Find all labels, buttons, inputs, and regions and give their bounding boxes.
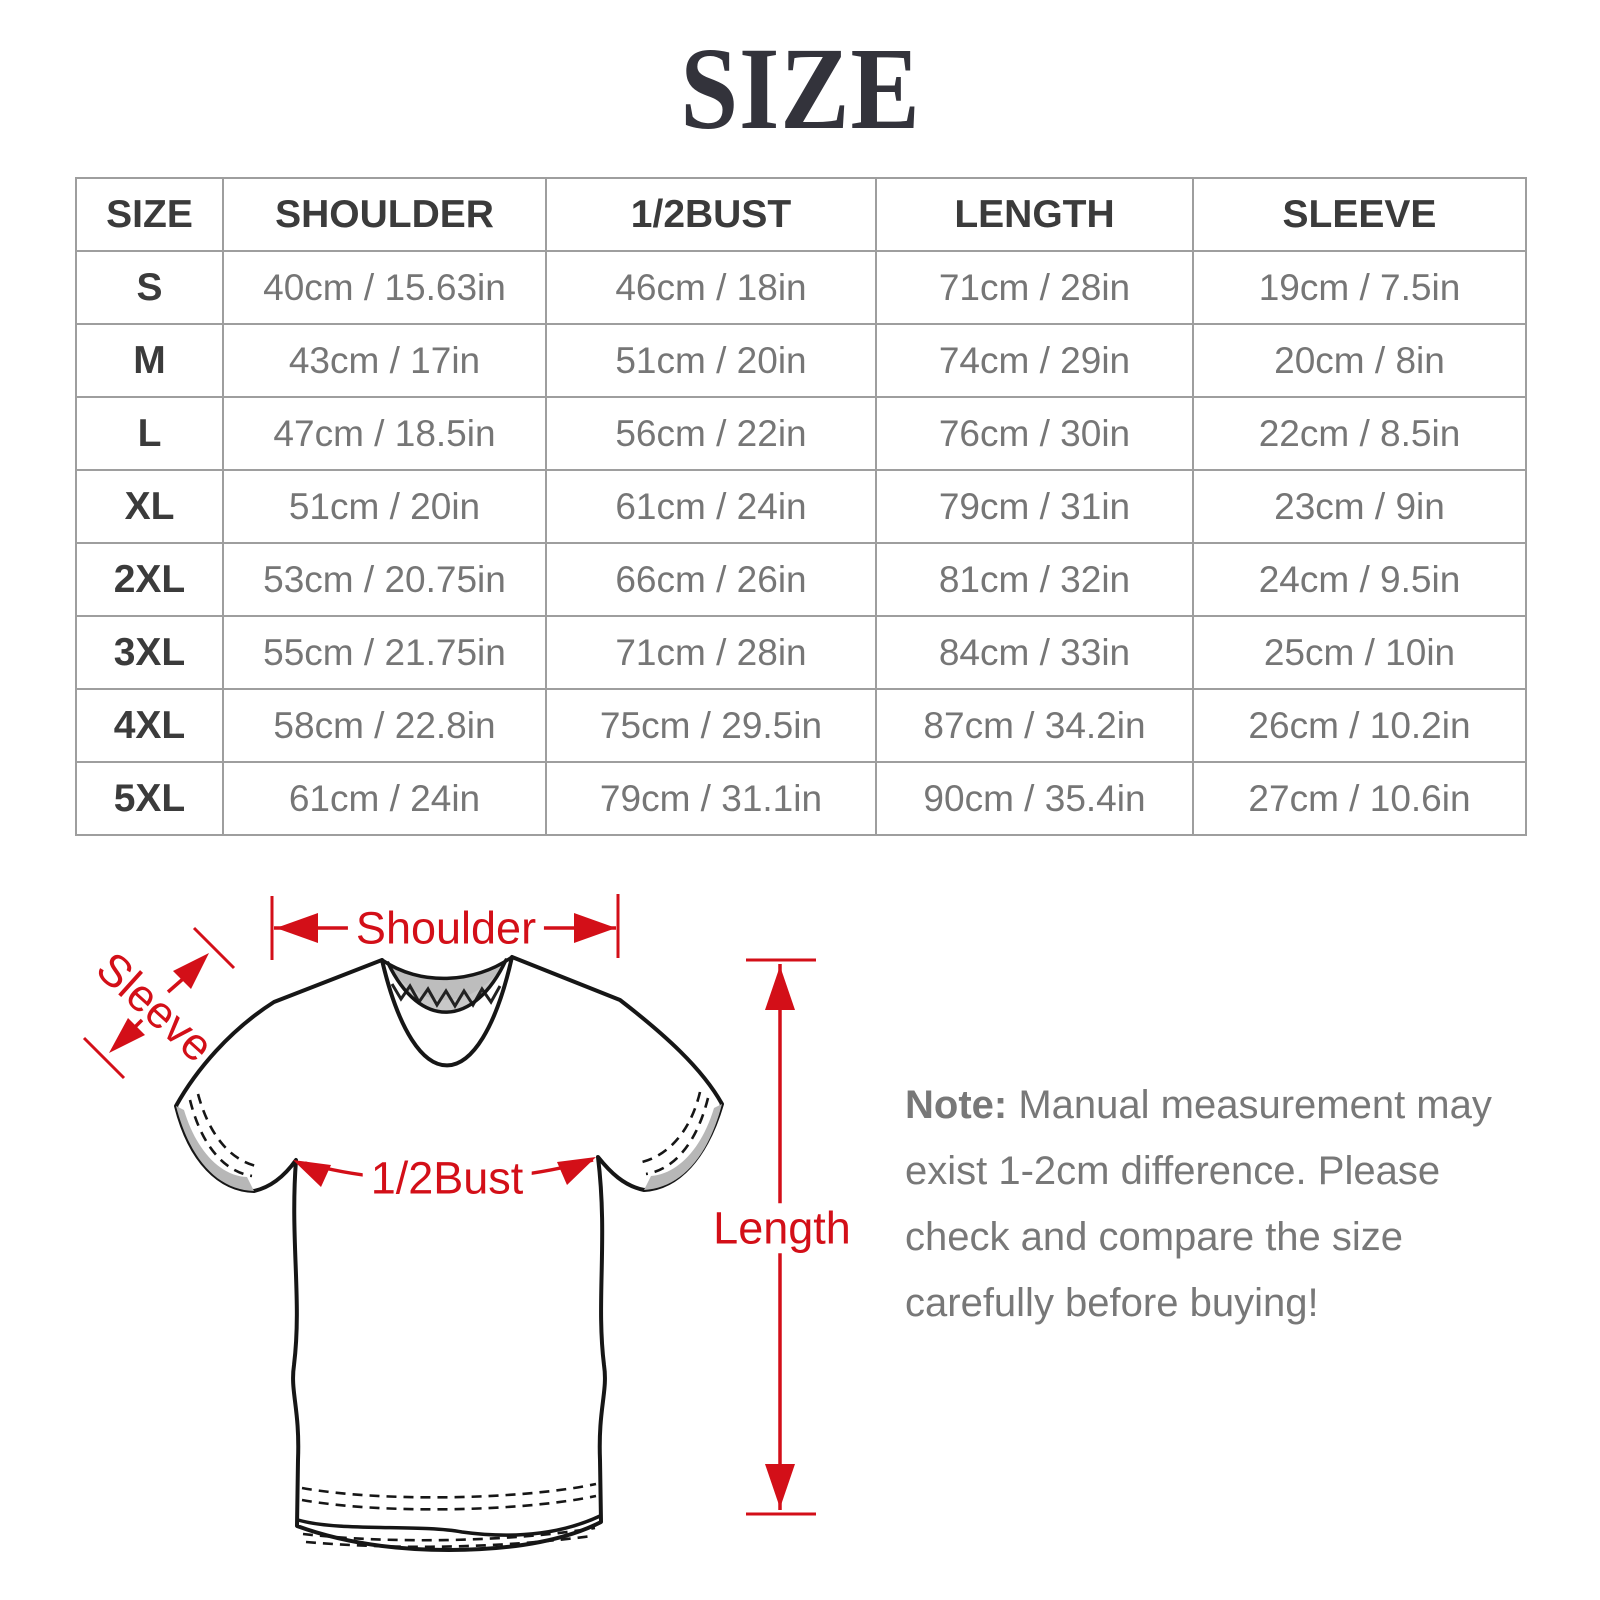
- column-header-shoulder: SHOULDER: [222, 177, 547, 252]
- measurement-cell: 40cm / 15.63in: [222, 250, 547, 325]
- tshirt-outline: [174, 955, 724, 1552]
- size-label: 4XL: [75, 688, 224, 763]
- note-text: Note: Manual measurement may exist 1-2cm…: [905, 1072, 1492, 1336]
- bust-dimension-label: 1/2Bust: [362, 1153, 532, 1203]
- table-row: 3XL 55cm / 21.75in 71cm / 28in 84cm / 33…: [75, 615, 1527, 690]
- column-header-size: SIZE: [75, 177, 224, 252]
- measurement-cell: 81cm / 32in: [875, 542, 1194, 617]
- measurement-cell: 76cm / 30in: [875, 396, 1194, 471]
- note-line: carefully before buying!: [905, 1281, 1319, 1325]
- hem-stitching: [296, 1482, 602, 1549]
- note-line: exist 1-2cm difference. Please: [905, 1149, 1441, 1193]
- measurement-cell: 74cm / 29in: [875, 323, 1194, 398]
- table-row: S 40cm / 15.63in 46cm / 18in 71cm / 28in…: [75, 250, 1527, 325]
- column-header-length: LENGTH: [875, 177, 1194, 252]
- table-row: 4XL 58cm / 22.8in 75cm / 29.5in 87cm / 3…: [75, 688, 1527, 763]
- size-label: S: [75, 250, 224, 325]
- measurement-cell: 43cm / 17in: [222, 323, 547, 398]
- note-line: check and compare the size: [905, 1215, 1404, 1259]
- measurement-cell: 47cm / 18.5in: [222, 396, 547, 471]
- measurement-cell: 61cm / 24in: [545, 469, 877, 544]
- table-row: L 47cm / 18.5in 56cm / 22in 76cm / 30in …: [75, 396, 1527, 471]
- measurement-cell: 75cm / 29.5in: [545, 688, 877, 763]
- measurement-cell: 55cm / 21.75in: [222, 615, 547, 690]
- shoulder-dimension-label: Shoulder: [347, 903, 545, 953]
- measurement-cell: 20cm / 8in: [1192, 323, 1527, 398]
- measurement-cell: 46cm / 18in: [545, 250, 877, 325]
- measurement-cell: 53cm / 20.75in: [222, 542, 547, 617]
- page-header: SIZE: [0, 30, 1600, 148]
- sleeve-cuffs: [176, 1091, 722, 1191]
- measurement-cell: 19cm / 7.5in: [1192, 250, 1527, 325]
- measurement-cell: 23cm / 9in: [1192, 469, 1527, 544]
- measurement-cell: 24cm / 9.5in: [1192, 542, 1527, 617]
- tshirt-illustration: [82, 894, 816, 1552]
- note-label: Note:: [905, 1083, 1008, 1127]
- measurement-cell: 25cm / 10in: [1192, 615, 1527, 690]
- measurement-cell: 51cm / 20in: [545, 323, 877, 398]
- measurement-cell: 84cm / 33in: [875, 615, 1194, 690]
- measurement-cell: 51cm / 20in: [222, 469, 547, 544]
- page-title: SIZE: [679, 23, 921, 154]
- measurement-cell: 58cm / 22.8in: [222, 688, 547, 763]
- sleeve-dimension: [82, 926, 236, 1080]
- size-label: 3XL: [75, 615, 224, 690]
- measurement-cell: 61cm / 24in: [222, 761, 547, 836]
- table-row: M 43cm / 17in 51cm / 20in 74cm / 29in 20…: [75, 323, 1527, 398]
- size-label: XL: [75, 469, 224, 544]
- table-row: XL 51cm / 20in 61cm / 24in 79cm / 31in 2…: [75, 469, 1527, 544]
- measurement-cell: 79cm / 31in: [875, 469, 1194, 544]
- measurement-cell: 90cm / 35.4in: [875, 761, 1194, 836]
- size-label: M: [75, 323, 224, 398]
- measurement-cell: 27cm / 10.6in: [1192, 761, 1527, 836]
- measurement-cell: 79cm / 31.1in: [545, 761, 877, 836]
- measurement-cell: 66cm / 26in: [545, 542, 877, 617]
- measurement-cell: 71cm / 28in: [545, 615, 877, 690]
- measurement-cell: 56cm / 22in: [545, 396, 877, 471]
- column-header-bust: 1/2BUST: [545, 177, 877, 252]
- table-row: 5XL 61cm / 24in 79cm / 31.1in 90cm / 35.…: [75, 761, 1527, 836]
- note-line: Note: Manual measurement may: [905, 1083, 1492, 1127]
- collar: [380, 955, 514, 1014]
- column-header-sleeve: SLEEVE: [1192, 177, 1527, 252]
- table-row: 2XL 53cm / 20.75in 66cm / 26in 81cm / 32…: [75, 542, 1527, 617]
- collar-stitch-zigzag: [390, 983, 502, 1009]
- measurement-diagram: Shoulder Sleeve 1/2Bust Length Note: Man…: [0, 860, 1600, 1600]
- table-header-row: SIZE SHOULDER 1/2BUST LENGTH SLEEVE: [75, 177, 1527, 252]
- size-label: 5XL: [75, 761, 224, 836]
- length-dimension-label: Length: [705, 1203, 859, 1253]
- measurement-cell: 26cm / 10.2in: [1192, 688, 1527, 763]
- measurement-cell: 71cm / 28in: [875, 250, 1194, 325]
- size-table: SIZE SHOULDER 1/2BUST LENGTH SLEEVE S 40…: [75, 177, 1527, 836]
- measurement-cell: 22cm / 8.5in: [1192, 396, 1527, 471]
- size-label: L: [75, 396, 224, 471]
- measurement-cell: 87cm / 34.2in: [875, 688, 1194, 763]
- size-label: 2XL: [75, 542, 224, 617]
